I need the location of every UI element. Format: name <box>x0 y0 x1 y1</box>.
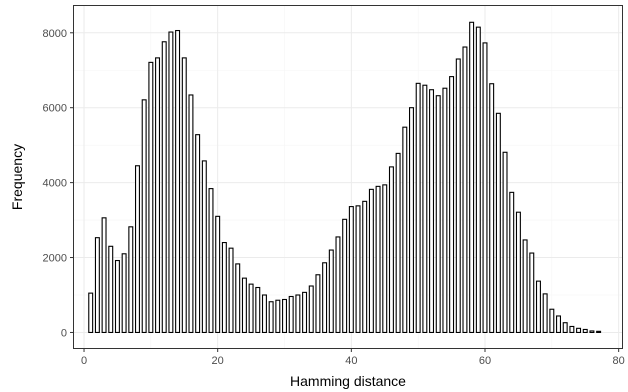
histogram-bar <box>101 217 107 334</box>
histogram-bar <box>275 299 281 334</box>
axis-ticks: 0 20 40 60 80 0 2000 4000 6000 8000 <box>43 28 625 367</box>
histogram-bar <box>94 237 100 334</box>
histogram-bar <box>469 21 475 334</box>
histogram-bar <box>268 301 274 334</box>
histogram-bar <box>235 263 241 334</box>
histogram-bar <box>375 185 381 334</box>
histogram-bar <box>134 165 140 334</box>
histogram-bar <box>302 291 308 334</box>
histogram-bar <box>582 328 588 334</box>
histogram-bar <box>522 239 528 334</box>
histogram-bar <box>322 262 328 334</box>
histogram-bar <box>589 330 595 334</box>
histogram-bar <box>295 294 301 334</box>
histogram-bar <box>422 84 428 334</box>
histogram-bar <box>128 226 134 334</box>
histogram-bar <box>596 330 602 334</box>
histogram-bar <box>282 298 288 334</box>
histogram-bar <box>569 325 575 334</box>
histogram-bar <box>395 152 401 334</box>
histogram-bar <box>88 292 94 334</box>
histogram-bar <box>328 249 334 334</box>
histogram-bar <box>509 191 515 334</box>
histogram-bar <box>108 245 114 334</box>
histogram-bar <box>188 94 194 334</box>
histogram-bar <box>255 286 261 334</box>
histogram-bar <box>181 57 187 334</box>
histogram-bar <box>562 322 568 334</box>
histogram-bar <box>402 126 408 334</box>
histogram-bar <box>155 57 161 334</box>
histogram-bar <box>455 58 461 334</box>
histogram-bar <box>148 61 154 334</box>
histogram-bar <box>261 294 267 334</box>
histogram-bar <box>542 293 548 334</box>
histogram-bar <box>241 277 247 334</box>
histogram-bar <box>368 188 374 334</box>
histogram-bar <box>415 82 421 334</box>
histogram-bar <box>362 200 368 334</box>
histogram-bar <box>348 206 354 334</box>
y-tick-label: 2000 <box>43 253 67 265</box>
histogram-bar <box>308 285 314 334</box>
histogram-bar <box>248 283 254 334</box>
histogram-bar <box>208 188 214 334</box>
y-tick-label: 0 <box>61 327 67 339</box>
histogram-bar <box>482 42 488 334</box>
y-axis-title: Frequency <box>9 144 25 210</box>
histogram-bar <box>535 280 541 334</box>
x-tick-label: 60 <box>479 355 491 367</box>
x-tick-label: 80 <box>613 355 625 367</box>
histogram-bar <box>489 83 495 334</box>
histogram-bar <box>388 166 394 334</box>
x-tick-label: 0 <box>81 355 87 367</box>
histogram-bar <box>342 218 348 334</box>
x-tick-label: 40 <box>345 355 357 367</box>
histogram-bar <box>355 205 361 334</box>
histogram-bar <box>121 253 127 334</box>
y-tick-label: 4000 <box>43 178 67 190</box>
histogram-bar <box>161 41 167 334</box>
histogram-bar <box>515 211 521 334</box>
histogram-bar <box>408 107 414 334</box>
histogram-bar <box>201 160 207 334</box>
histogram-bar <box>335 236 341 334</box>
bars <box>88 21 602 334</box>
histogram-bar <box>221 242 227 334</box>
histogram-bar <box>529 252 535 334</box>
histogram-bar <box>315 274 321 334</box>
x-axis-title: Hamming distance <box>290 373 406 389</box>
histogram-bar <box>435 95 441 334</box>
histogram-bar <box>195 134 201 334</box>
histogram-bar <box>495 112 501 334</box>
histogram-bar <box>114 259 120 334</box>
histogram-bar <box>228 247 234 334</box>
y-tick-label: 6000 <box>43 103 67 115</box>
y-tick-label: 8000 <box>43 28 67 40</box>
histogram-bar <box>475 26 481 334</box>
histogram-bar <box>442 87 448 334</box>
histogram-bar <box>215 215 221 334</box>
histogram-bar <box>502 151 508 334</box>
x-tick-label: 20 <box>212 355 224 367</box>
histogram-bar <box>141 99 147 334</box>
histogram-bar <box>168 31 174 334</box>
histogram-bar <box>549 308 555 334</box>
histogram-bar <box>175 29 181 334</box>
histogram-bar <box>429 89 435 334</box>
histogram-bar <box>288 295 294 334</box>
histogram-bar <box>462 46 468 334</box>
histogram-bar <box>449 76 455 334</box>
panel-border <box>73 5 623 349</box>
histogram-bar <box>382 184 388 334</box>
histogram-bar <box>556 315 562 334</box>
histogram-bar <box>576 327 582 334</box>
